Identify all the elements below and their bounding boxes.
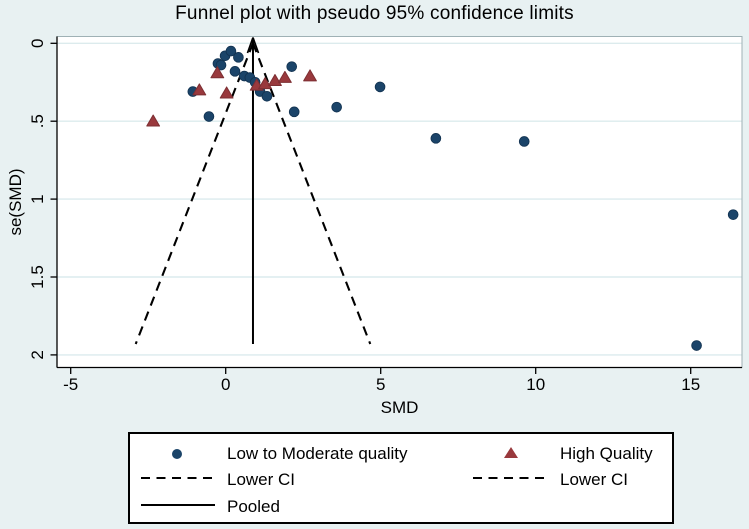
y-tick-label: 1 (28, 194, 47, 203)
y-tick-label: 1.5 (28, 265, 47, 289)
data-point-circle (225, 45, 237, 57)
data-point-triangle (303, 69, 317, 82)
data-point-circle (215, 59, 227, 71)
solid-line-icon (141, 504, 215, 506)
data-point-circle (518, 136, 530, 147)
pooled-arrowhead (252, 37, 260, 54)
data-point-circle (229, 66, 241, 77)
circle-marker-icon (172, 449, 182, 459)
legend-label-pooled: Pooled (227, 497, 280, 516)
dashed-line-icon (473, 477, 549, 479)
y-tick-label: .5 (28, 114, 47, 128)
data-point-circle (288, 106, 300, 118)
x-tick-label: -5 (63, 375, 78, 394)
data-point-circle (233, 52, 244, 63)
x-axis-title: SMD (381, 398, 419, 417)
data-point-circle (374, 81, 386, 93)
y-tick-label: 2 (28, 350, 47, 359)
legend-label-high-quality: High Quality (560, 444, 653, 463)
x-tick-label: 0 (221, 375, 230, 394)
data-point-triangle (278, 70, 292, 83)
x-tick-label: 5 (376, 375, 385, 394)
data-point-triangle (219, 86, 234, 99)
data-point-circle (286, 61, 298, 72)
data-point-triangle (192, 83, 207, 96)
pooled-arrowhead (246, 37, 254, 54)
legend-label-lower-ci-2: Lower CI (560, 470, 629, 489)
data-point-triangle (146, 114, 161, 127)
triangle-marker-icon (504, 447, 518, 458)
data-point-circle (691, 340, 702, 351)
legend-label-low-moderate: Low to Moderate quality (227, 444, 408, 463)
x-tick-label: 15 (681, 375, 700, 394)
y-tick-label: 0 (28, 39, 47, 48)
data-point-circle (430, 133, 442, 144)
lower-ci-line (134, 42, 254, 345)
data-point-circle (261, 90, 273, 102)
data-point-triangle (210, 66, 225, 79)
data-point-circle (203, 111, 215, 122)
plot-area (57, 36, 742, 368)
legend-box: Low to Moderate quality High Quality Low… (128, 432, 674, 524)
chart-title: Funnel plot with pseudo 95% confidence l… (175, 3, 574, 24)
dashed-line-icon (141, 477, 215, 479)
legend-label-lower-ci-1: Lower CI (227, 470, 296, 489)
y-axis-title: se(SMD) (6, 168, 25, 235)
data-point-circle (727, 209, 739, 220)
upper-ci-line (252, 42, 372, 345)
data-point-circle (331, 101, 342, 113)
x-tick-label: 10 (526, 375, 545, 394)
